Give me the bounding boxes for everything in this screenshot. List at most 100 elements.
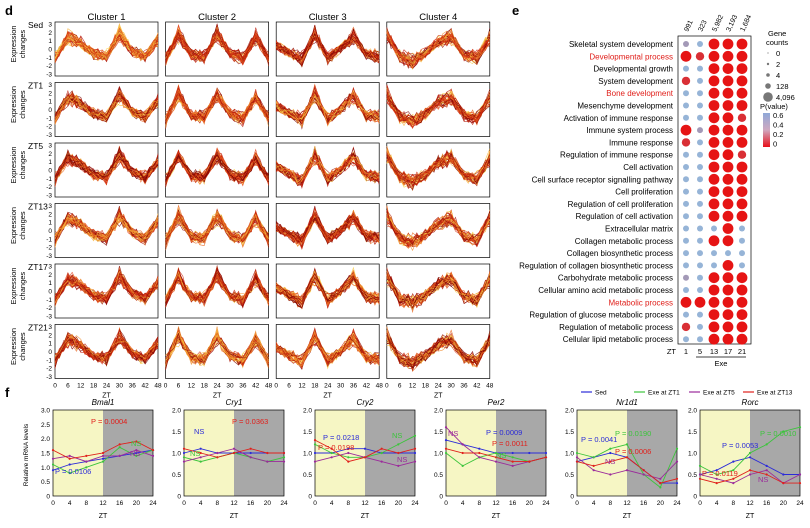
expression-line bbox=[165, 274, 269, 306]
y-tick-label: 1.0 bbox=[303, 451, 312, 458]
y-tick-label: 3.0 bbox=[41, 408, 50, 415]
expression-line bbox=[275, 334, 380, 368]
y-tick-label: 2 bbox=[48, 30, 52, 37]
go-term-dot bbox=[683, 213, 689, 220]
mrna-point bbox=[659, 477, 662, 480]
mrna-point bbox=[715, 473, 718, 476]
expression-line bbox=[165, 272, 269, 308]
go-term-dot bbox=[680, 124, 692, 136]
mrna-point bbox=[182, 451, 186, 455]
y-tick-label: 0 bbox=[48, 107, 52, 114]
legend-size-title: Gene bbox=[768, 29, 786, 38]
cluster-plot bbox=[54, 82, 159, 137]
go-term-dot bbox=[739, 250, 745, 257]
go-term-dot bbox=[697, 225, 703, 232]
x-tick-label: 48 bbox=[154, 383, 162, 390]
x-tick-label: 12 bbox=[99, 500, 107, 507]
go-term-dot bbox=[708, 198, 720, 210]
expression-line bbox=[276, 212, 380, 244]
mrna-point bbox=[592, 456, 595, 459]
gene-panel: Bmal1 3.0 2.5 2.0 1.5 1.0 0.5 00 4 8 12 16 20 24 ZT P =… bbox=[41, 398, 157, 520]
expression-line bbox=[165, 32, 269, 61]
mrna-point bbox=[528, 451, 531, 455]
column-gene-count: 5,982 bbox=[711, 14, 725, 33]
x-tick-label: 8 bbox=[609, 500, 613, 507]
go-term-dot bbox=[736, 100, 748, 111]
mrna-point bbox=[609, 473, 612, 476]
expression-line bbox=[165, 333, 269, 362]
gene-title: Bmal1 bbox=[92, 398, 115, 407]
x-tick-label: 30 bbox=[448, 383, 456, 390]
mrna-point bbox=[444, 439, 448, 442]
x-tick-label: 12 bbox=[188, 383, 196, 390]
legend-size-dot bbox=[763, 92, 773, 102]
go-term-dot bbox=[722, 50, 734, 62]
mrna-point bbox=[282, 451, 286, 455]
go-term-label: Cellular lipid metabolic process bbox=[563, 335, 673, 344]
y-tick-label: 1.5 bbox=[688, 429, 697, 436]
y-tick-label: 0 bbox=[308, 494, 312, 501]
mrna-point bbox=[249, 447, 252, 450]
mrna-point bbox=[330, 447, 333, 450]
go-term-dot bbox=[683, 90, 689, 97]
go-term-dot bbox=[708, 75, 720, 87]
panel-d-letter: d bbox=[5, 3, 13, 18]
mrna-point bbox=[68, 457, 71, 460]
y-tick-label: 2 bbox=[48, 151, 52, 158]
expression-line bbox=[276, 269, 380, 305]
mrna-point bbox=[675, 477, 679, 480]
y-axis-label: changes bbox=[18, 332, 27, 361]
expression-line bbox=[54, 211, 159, 241]
go-term-dot bbox=[697, 262, 703, 269]
y-tick-label: 3 bbox=[48, 143, 52, 150]
x-tick-label: 0 bbox=[53, 383, 57, 390]
y-tick-label: 0.5 bbox=[688, 472, 697, 479]
significance-annotation: P = 0.0009 bbox=[486, 428, 522, 437]
go-term-label: Regulation of collagen biosynthetic proc… bbox=[519, 261, 673, 270]
go-term-label: Collagen biosynthetic process bbox=[567, 249, 673, 258]
mrna-point bbox=[135, 440, 138, 443]
go-term-label: Cellular amino acid metabolic process bbox=[538, 286, 673, 295]
go-term-dot bbox=[708, 173, 720, 185]
significance-annotation: NS bbox=[130, 449, 140, 458]
y-axis-label: Expression bbox=[9, 207, 18, 244]
go-term-dot bbox=[722, 260, 734, 271]
go-term-label: Developmental growth bbox=[593, 65, 673, 74]
x-tick-label: 0 bbox=[164, 383, 168, 390]
expression-line bbox=[275, 90, 380, 128]
x-tick-label: 16 bbox=[116, 500, 124, 507]
go-term-dot bbox=[683, 164, 689, 170]
x-axis-label: ZT bbox=[99, 513, 108, 520]
expression-line bbox=[276, 331, 380, 367]
mrna-point bbox=[135, 449, 138, 452]
plot-frame bbox=[386, 21, 491, 77]
expression-line bbox=[54, 337, 159, 360]
legend-p-title: P(value) bbox=[760, 102, 788, 111]
go-term-label: Cell activation bbox=[623, 163, 673, 172]
expression-line bbox=[54, 93, 159, 119]
go-term-label: Regulation of immune response bbox=[560, 151, 674, 160]
mrna-point bbox=[511, 456, 514, 459]
go-term-dot bbox=[697, 176, 703, 183]
cluster-plot bbox=[165, 324, 269, 379]
expression-line bbox=[386, 150, 491, 192]
expression-line bbox=[386, 29, 491, 65]
go-term-dot bbox=[708, 321, 720, 333]
go-term-dot bbox=[695, 52, 705, 61]
x-tick-label: 16 bbox=[378, 500, 386, 507]
x-tick-label: 0 bbox=[444, 500, 448, 507]
significance-annotation: NS bbox=[190, 449, 200, 458]
y-tick-label: -2 bbox=[46, 184, 52, 191]
y-tick-label: 1.0 bbox=[41, 465, 50, 472]
mrna-point bbox=[313, 439, 317, 442]
go-term-dot bbox=[708, 161, 720, 173]
go-term-dot bbox=[708, 38, 720, 50]
go-term-dot bbox=[683, 200, 689, 207]
mrna-point bbox=[397, 451, 400, 455]
y-tick-label: 0 bbox=[48, 228, 52, 235]
x-tick-label: 0 bbox=[51, 500, 55, 507]
expression-line bbox=[386, 333, 491, 369]
mrna-point bbox=[782, 473, 785, 476]
go-term-dot bbox=[697, 114, 703, 121]
go-term-label: Regulation of cell activation bbox=[576, 212, 673, 221]
